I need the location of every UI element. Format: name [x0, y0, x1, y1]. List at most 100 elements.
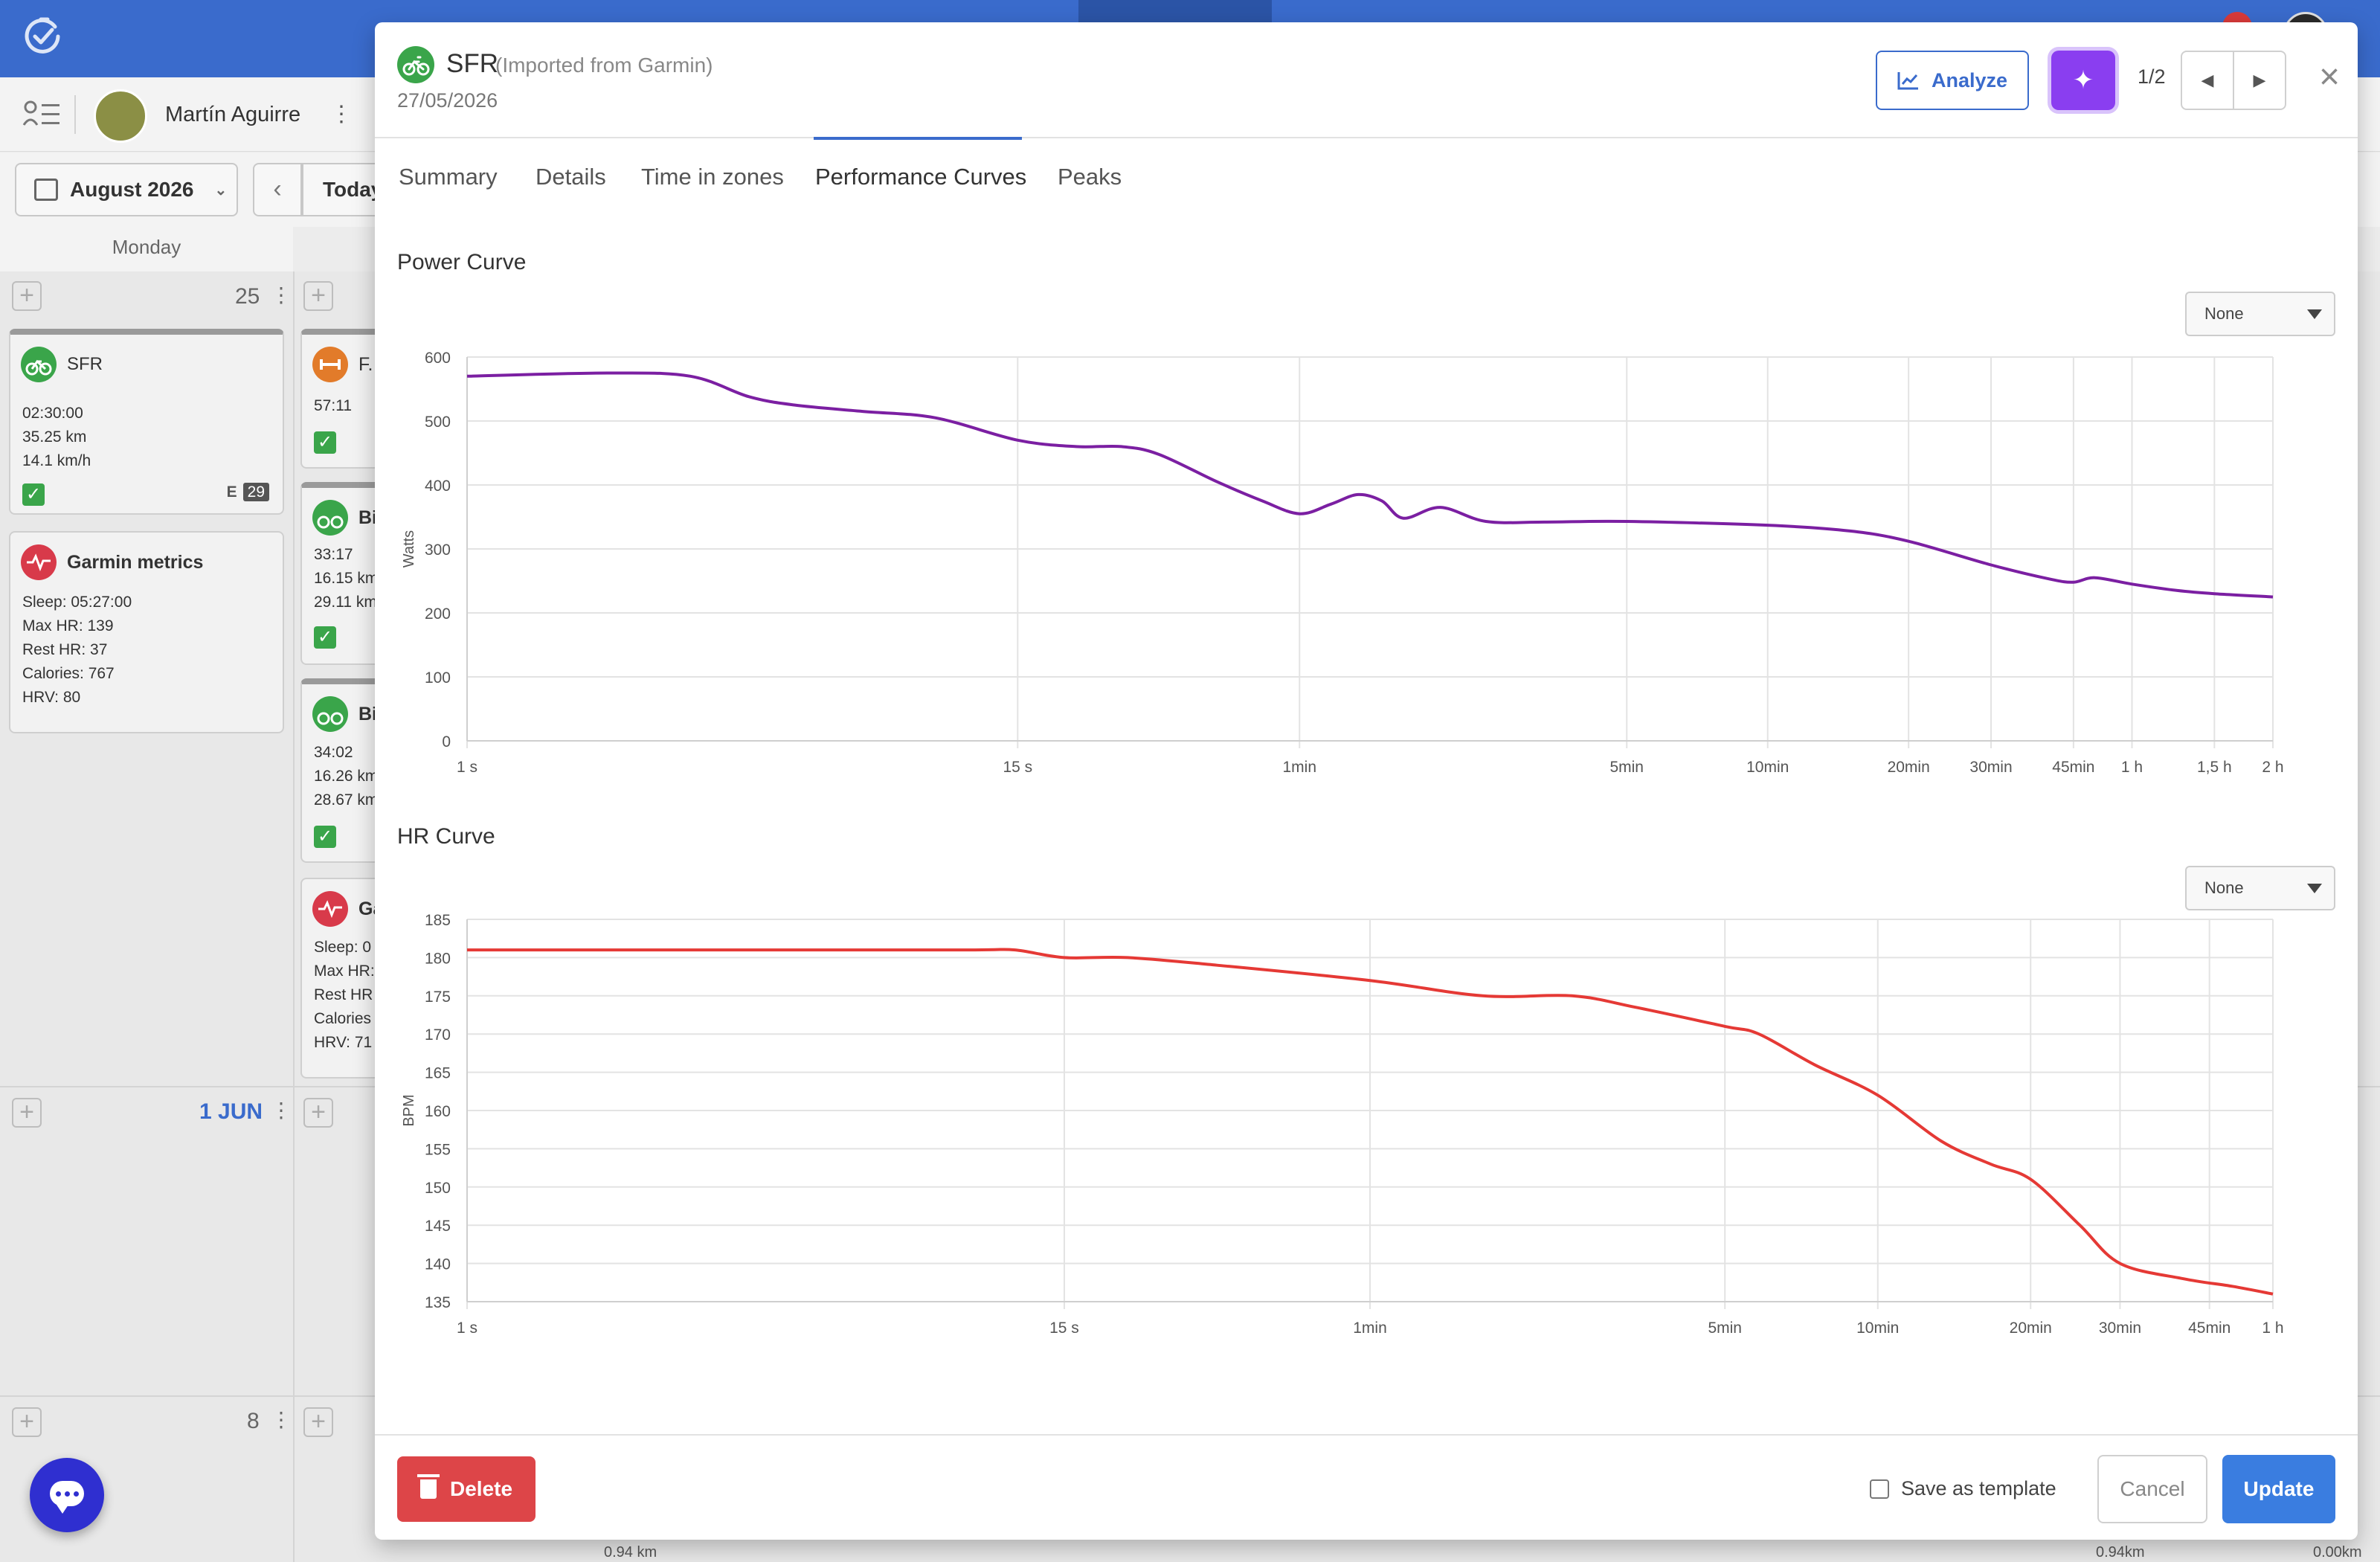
- metric-hrv: HRV: 71: [314, 1034, 373, 1051]
- tab-time-in-zones[interactable]: Time in zones: [641, 164, 784, 190]
- workout-distance: 16.26 km: [314, 768, 379, 785]
- column-divider: [293, 271, 295, 1562]
- caret-down-icon: [2307, 884, 2322, 893]
- hr-y-tick-label: 165: [425, 1065, 451, 1082]
- hr-select-value: None: [2204, 878, 2244, 897]
- tab-details[interactable]: Details: [536, 164, 606, 190]
- activity-modal: SFR (Imported from Garmin) 27/05/2026 An…: [375, 22, 2358, 1540]
- activity-date: 27/05/2026: [397, 89, 498, 112]
- activity-source: (Imported from Garmin): [495, 54, 713, 77]
- distance-snippet: 0.00km: [2313, 1544, 2362, 1561]
- activity-title: SFR: [446, 49, 498, 78]
- hr-x-tick-label: 1 h: [2262, 1320, 2283, 1337]
- next-activity-button[interactable]: ▶: [2233, 51, 2286, 110]
- delete-label: Delete: [449, 1477, 513, 1500]
- power-x-tick-label: 1,5 h: [2197, 759, 2232, 776]
- tab-performance-curves[interactable]: Performance Curves: [815, 164, 1027, 190]
- athletes-list-icon[interactable]: [22, 100, 61, 129]
- distance-snippet: 0.94km: [2096, 1544, 2145, 1561]
- athlete-avatar[interactable]: [94, 89, 147, 143]
- power-y-tick-label: 400: [425, 478, 451, 495]
- athlete-menu-icon[interactable]: ⋮: [330, 102, 353, 126]
- tab-summary[interactable]: Summary: [399, 164, 498, 190]
- metrics-title: Garmin metrics: [67, 552, 204, 573]
- hr-y-tick-label: 150: [425, 1180, 451, 1197]
- cycling-icon: [312, 696, 348, 732]
- heart-rate-icon: [21, 544, 57, 580]
- day-number: 25: [235, 284, 260, 309]
- workout-card[interactable]: SFR 02:30:00 35.25 km 14.1 km/h ✓ E 29: [9, 329, 284, 515]
- ai-assistant-button[interactable]: ✦: [2051, 51, 2115, 110]
- workout-title: Bi: [358, 704, 377, 724]
- month-picker-button[interactable]: August 2026 ⌄: [15, 163, 238, 216]
- heart-rate-icon: [312, 891, 348, 927]
- power-x-tick-label: 5min: [1609, 759, 1644, 776]
- activity-pager: 1/2: [2138, 65, 2166, 88]
- metric-hrv: HRV: 80: [22, 689, 81, 706]
- app-logo-icon[interactable]: [22, 16, 62, 57]
- update-button[interactable]: Update: [2222, 1455, 2335, 1523]
- power-y-axis-label: Watts: [401, 530, 417, 568]
- add-workout-button[interactable]: +: [12, 1098, 42, 1128]
- save-template-checkbox[interactable]: [1870, 1479, 1889, 1499]
- performance-charts: 0 100 200 300 400 500 600 1 s 15 s 1min 5min 10min 2…: [401, 350, 2284, 1337]
- modal-footer: Delete Save as template Cancel Update: [375, 1434, 2358, 1540]
- power-y-tick-label: 200: [425, 605, 451, 623]
- previous-month-button[interactable]: ‹: [253, 163, 302, 216]
- strength-icon: [312, 347, 348, 382]
- delete-button[interactable]: Delete: [397, 1456, 536, 1522]
- day-menu-icon[interactable]: ⋮: [271, 1408, 292, 1431]
- power-x-tick-label: 1 h: [2121, 759, 2143, 776]
- cycling-icon: [397, 46, 434, 83]
- hr-y-tick-label: 135: [425, 1294, 451, 1311]
- power-curve-title: Power Curve: [397, 250, 527, 274]
- close-icon[interactable]: ×: [2318, 57, 2341, 97]
- metric-rest-hr: Rest HR: [314, 986, 373, 1003]
- add-workout-button[interactable]: +: [12, 1407, 42, 1437]
- workout-title: SFR: [67, 354, 103, 374]
- athlete-name[interactable]: Martín Aguirre: [165, 103, 301, 126]
- chat-button[interactable]: [30, 1458, 104, 1532]
- power-x-tick-label: 2 h: [2262, 759, 2283, 776]
- add-workout-button[interactable]: +: [12, 281, 42, 311]
- hr-y-tick-label: 145: [425, 1218, 451, 1235]
- metric-calories: Calories: [314, 1010, 372, 1027]
- power-x-tick-label: 20min: [1888, 759, 1930, 776]
- power-y-tick-label: 0: [442, 733, 451, 751]
- add-workout-button[interactable]: +: [303, 1098, 333, 1128]
- metric-sleep: Sleep: 05:27:00: [22, 594, 132, 611]
- effort-badge: E 29: [227, 483, 269, 501]
- cancel-button[interactable]: Cancel: [2097, 1455, 2207, 1523]
- hr-x-tick-label: 45min: [2188, 1320, 2231, 1337]
- day-menu-icon[interactable]: ⋮: [271, 283, 292, 306]
- day-menu-icon[interactable]: ⋮: [271, 1099, 292, 1122]
- metric-max-hr: Max HR: 139: [22, 617, 114, 634]
- hr-x-tick-label: 5min: [1708, 1320, 1742, 1337]
- completed-check-icon: ✓: [314, 826, 336, 848]
- metric-calories: Calories: 767: [22, 665, 115, 682]
- add-workout-button[interactable]: +: [303, 281, 333, 311]
- power-y-tick-label: 600: [425, 350, 451, 367]
- hr-x-tick-label: 10min: [1856, 1320, 1899, 1337]
- power-y-tick-label: 100: [425, 669, 451, 687]
- metric-rest-hr: Rest HR: 37: [22, 641, 108, 658]
- previous-activity-button[interactable]: ◀: [2181, 51, 2234, 110]
- topbar-active-tab[interactable]: [1078, 0, 1272, 22]
- save-as-template-toggle[interactable]: Save as template: [1870, 1477, 2056, 1500]
- hr-compare-select[interactable]: None: [2185, 866, 2335, 910]
- hr-y-axis-label: BPM: [401, 1094, 417, 1126]
- distance-snippet: 0.94 km: [604, 1544, 657, 1561]
- metrics-card[interactable]: Garmin metrics Sleep: 05:27:00 Max HR: 1…: [9, 531, 284, 733]
- add-workout-button[interactable]: +: [303, 1407, 333, 1437]
- hr-x-tick-label: 1 s: [457, 1320, 477, 1337]
- line-chart-icon: [1897, 72, 1918, 90]
- hr-y-tick-label: 140: [425, 1256, 451, 1273]
- tab-peaks[interactable]: Peaks: [1058, 164, 1122, 190]
- sparkle-icon: ✦: [2072, 66, 2094, 94]
- analyze-button[interactable]: Analyze: [1876, 51, 2029, 110]
- power-y-tick-label: 300: [425, 541, 451, 559]
- workout-duration: 57:11: [314, 397, 352, 414]
- power-compare-select[interactable]: None: [2185, 292, 2335, 336]
- workout-distance: 35.25 km: [22, 428, 87, 446]
- caret-left-icon: ◀: [2201, 71, 2214, 89]
